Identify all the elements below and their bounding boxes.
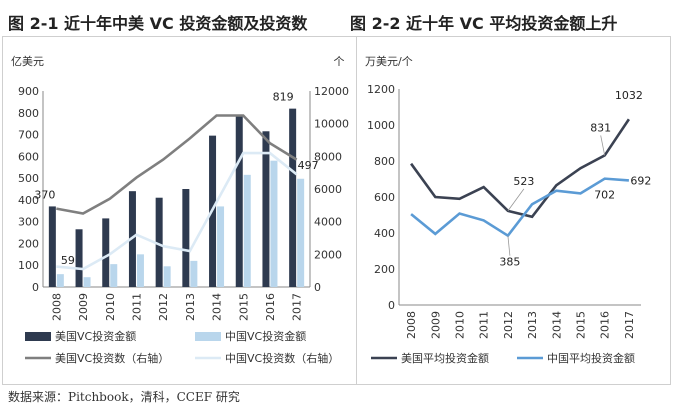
figure-1-title: 图 2-1 近十年中美 VC 投资金额及投资数 bbox=[8, 14, 308, 33]
figure-2-title: 图 2-2 近十年 VC 平均投资金额上升 bbox=[350, 14, 618, 33]
right-y-tick-label: 6000 bbox=[314, 183, 342, 196]
bar-cn-amount bbox=[243, 174, 251, 287]
legend-label: 美国平均投资金额 bbox=[401, 351, 489, 365]
x-tick-label: 2016 bbox=[599, 311, 612, 339]
data-label-leader bbox=[600, 135, 606, 156]
bar-us-amount bbox=[75, 229, 83, 287]
y-tick-label: 0 bbox=[388, 299, 395, 312]
line-us-avg-amount bbox=[410, 118, 630, 219]
y-tick-label: 600 bbox=[374, 191, 395, 204]
legend-label: 中国平均投资金额 bbox=[547, 351, 635, 365]
x-tick-label: 2010 bbox=[104, 293, 117, 321]
data-label-leader bbox=[507, 235, 511, 256]
legend-swatch bbox=[195, 332, 221, 341]
legend-label: 美国VC投资金额 bbox=[55, 329, 136, 343]
figure-2-panel: 万美元/个 0 200 400 600 800 1000 1200 2008 2009 2010 20… bbox=[356, 36, 671, 385]
data-label: 497 bbox=[298, 159, 319, 172]
right-y-tick-label: 8000 bbox=[314, 150, 342, 163]
x-tick-label: 2015 bbox=[575, 311, 588, 339]
right-y-tick-label: 4000 bbox=[314, 216, 342, 229]
bar-us-amount bbox=[155, 197, 163, 287]
x-tick-label: 2016 bbox=[264, 293, 277, 321]
bar-us-amount bbox=[289, 108, 297, 287]
source-note: 数据来源：Pitchbook，清科，CCEF 研究 bbox=[8, 390, 240, 404]
x-tick-label: 2015 bbox=[237, 293, 250, 321]
x-tick-label: 2008 bbox=[405, 311, 418, 339]
left-y-tick-label: 500 bbox=[18, 172, 39, 185]
data-label: 819 bbox=[273, 91, 294, 104]
x-tick-label: 2010 bbox=[454, 311, 467, 339]
y-tick-label: 800 bbox=[374, 155, 395, 168]
bar-us-amount bbox=[262, 131, 270, 287]
bar-cn-amount bbox=[83, 277, 91, 287]
bar-cn-amount bbox=[136, 254, 144, 287]
left-axis-unit: 亿美元 bbox=[11, 55, 44, 68]
left-y-tick-label: 400 bbox=[18, 194, 39, 207]
data-label: 831 bbox=[590, 121, 611, 134]
x-tick-label: 2017 bbox=[291, 293, 304, 321]
line-us-deal-count bbox=[56, 114, 298, 215]
y-axis-unit: 万美元/个 bbox=[365, 55, 413, 68]
data-label-leader bbox=[507, 188, 525, 212]
data-label: 370 bbox=[34, 188, 55, 201]
x-tick-label: 2012 bbox=[157, 293, 170, 321]
x-tick-label: 2009 bbox=[77, 293, 90, 321]
title-bar: 图 2-1 近十年中美 VC 投资金额及投资数 图 2-2 近十年 VC 平均投… bbox=[0, 0, 674, 40]
y-tick-label: 400 bbox=[374, 227, 395, 240]
bar-cn-amount bbox=[110, 264, 118, 287]
y-tick-label: 1000 bbox=[367, 119, 395, 132]
x-tick-label: 2009 bbox=[429, 311, 442, 339]
left-y-tick-label: 700 bbox=[18, 129, 39, 142]
figure-1-panel: 亿美元 个 0 100 200 300 400 500 600 700 800 900 0 2000 400… bbox=[2, 36, 357, 385]
x-tick-label: 2012 bbox=[502, 311, 515, 339]
y-tick-label: 200 bbox=[374, 263, 395, 276]
x-tick-label: 2013 bbox=[184, 293, 197, 321]
data-label: 523 bbox=[513, 175, 534, 188]
data-label: 385 bbox=[499, 256, 520, 269]
bar-cn-amount bbox=[190, 260, 198, 287]
x-tick-label: 2014 bbox=[550, 311, 563, 339]
left-y-tick-label: 200 bbox=[18, 237, 39, 250]
bar-cn-amount bbox=[297, 178, 305, 287]
y-tick-label: 1200 bbox=[367, 83, 395, 96]
bar-us-amount bbox=[235, 116, 243, 288]
bar-cn-amount bbox=[56, 274, 64, 287]
legend-label: 美国VC投资数（右轴） bbox=[55, 351, 169, 365]
data-label: 692 bbox=[630, 174, 651, 187]
data-label: 59 bbox=[61, 254, 75, 267]
left-y-tick-label: 300 bbox=[18, 216, 39, 229]
bar-cn-amount bbox=[163, 266, 171, 287]
line-cn-deal-count bbox=[56, 151, 298, 271]
x-tick-label: 2013 bbox=[526, 311, 539, 339]
figure-2-chart: 万美元/个 0 200 400 600 800 1000 1200 2008 2009 2010 20… bbox=[365, 55, 651, 365]
left-y-tick-label: 0 bbox=[32, 281, 39, 294]
right-y-tick-label: 12000 bbox=[314, 85, 349, 98]
bar-us-amount bbox=[182, 189, 190, 287]
right-y-tick-label: 10000 bbox=[314, 118, 349, 131]
legend-label: 中国VC投资金额 bbox=[225, 329, 306, 343]
left-y-tick-label: 600 bbox=[18, 150, 39, 163]
data-label: 702 bbox=[594, 189, 615, 202]
bar-cn-amount bbox=[270, 160, 278, 287]
bar-us-amount bbox=[48, 206, 56, 287]
bar-us-amount bbox=[102, 218, 110, 287]
x-tick-label: 2014 bbox=[211, 293, 224, 321]
figure-1-chart: 亿美元 个 0 100 200 300 400 500 600 700 800 900 0 2000 400… bbox=[11, 55, 349, 365]
x-tick-label: 2017 bbox=[623, 311, 636, 339]
data-label: 1032 bbox=[615, 89, 643, 102]
right-axis-unit: 个 bbox=[334, 55, 345, 68]
left-y-tick-label: 100 bbox=[18, 259, 39, 272]
line-cn-avg-amount bbox=[410, 177, 629, 238]
x-tick-label: 2011 bbox=[130, 293, 143, 321]
bar-cn-amount bbox=[217, 206, 225, 287]
right-y-tick-label: 0 bbox=[314, 281, 321, 294]
x-tick-label: 2008 bbox=[50, 293, 63, 321]
legend-label: 中国VC投资数（右轴） bbox=[225, 351, 339, 365]
x-tick-label: 2011 bbox=[478, 311, 491, 339]
left-y-tick-label: 800 bbox=[18, 107, 39, 120]
left-y-tick-label: 900 bbox=[18, 85, 39, 98]
right-y-tick-label: 2000 bbox=[314, 248, 342, 261]
legend-swatch bbox=[25, 332, 51, 341]
